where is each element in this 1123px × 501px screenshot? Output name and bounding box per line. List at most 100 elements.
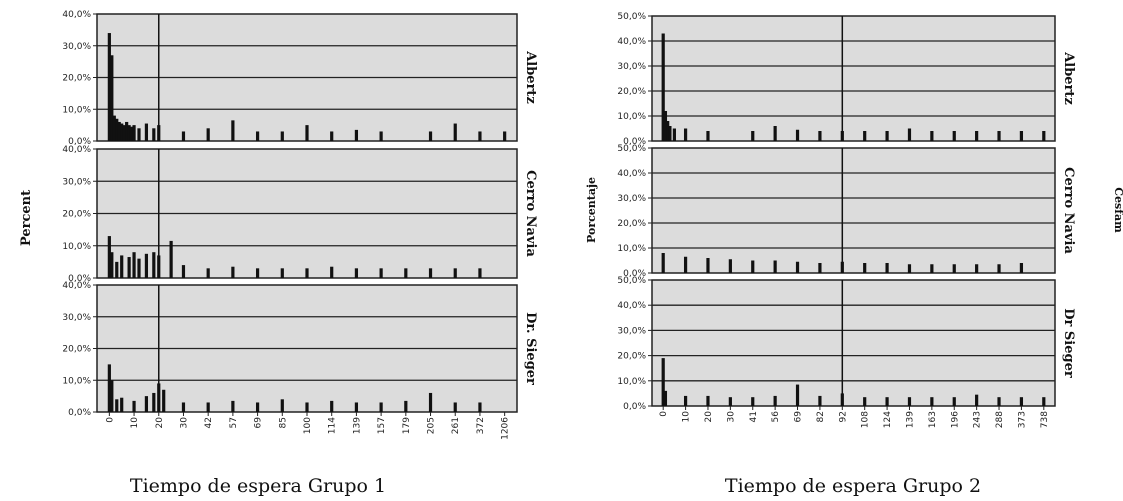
bar <box>907 264 912 273</box>
y-tick-label: 0,0% <box>623 269 646 279</box>
x-tick-label: 157 <box>377 417 387 434</box>
bar <box>137 258 141 278</box>
y-tick-label: 40,0% <box>617 37 646 47</box>
bar <box>453 123 457 141</box>
bar <box>930 131 934 141</box>
bar <box>1019 131 1024 141</box>
y-tick-label: 10,0% <box>617 112 646 122</box>
y-tick-label: 10,0% <box>62 242 91 252</box>
y-tick-label: 50,0% <box>617 276 646 286</box>
bar <box>354 268 359 278</box>
facet-label: Albertz <box>523 50 538 104</box>
y-tick-label: 30,0% <box>62 313 91 323</box>
bar <box>181 265 186 278</box>
x-tick-label: 42 <box>204 417 214 428</box>
bar <box>818 131 822 141</box>
bar <box>1042 131 1046 141</box>
bar <box>132 400 136 412</box>
x-tick-label: 69 <box>794 411 804 423</box>
bar <box>144 253 149 278</box>
bar <box>706 258 710 273</box>
bar <box>206 402 210 412</box>
x-tick-label: 261 <box>451 417 461 434</box>
bar <box>305 125 309 141</box>
x-tick-label: 56 <box>771 411 781 423</box>
y-tick-label: 0,0% <box>623 402 646 412</box>
chart2-y-axis-title: Porcentaje <box>585 177 598 243</box>
bar <box>661 358 665 406</box>
bar <box>144 396 149 412</box>
bar <box>773 260 777 273</box>
bar <box>152 392 156 412</box>
y-tick-label: 30,0% <box>617 194 646 204</box>
bar <box>115 261 119 278</box>
bar <box>503 131 507 141</box>
bar <box>231 120 235 141</box>
x-tick-label: 1206 <box>501 417 511 440</box>
x-tick-label: 738 <box>1040 411 1050 428</box>
bar <box>144 123 149 141</box>
bar <box>907 397 912 406</box>
bar <box>453 268 457 278</box>
bar <box>975 394 979 406</box>
bar <box>478 268 482 278</box>
bar <box>137 128 141 141</box>
bar <box>428 268 433 278</box>
x-tick-label: 82 <box>816 411 826 422</box>
bar <box>1042 397 1046 406</box>
x-tick-label: 57 <box>229 417 239 428</box>
x-tick-label: 372 <box>476 417 486 434</box>
bar <box>110 252 114 278</box>
bar <box>453 402 457 412</box>
x-tick-label: 20 <box>155 417 165 429</box>
bar <box>1019 397 1024 406</box>
y-tick-label: 0,0% <box>623 137 646 147</box>
bar <box>132 125 136 141</box>
bar <box>107 236 111 278</box>
bar <box>997 131 1001 141</box>
facet-label: Dr. Sieger <box>523 312 538 385</box>
y-tick-label: 10,0% <box>617 244 646 254</box>
bar <box>975 131 979 141</box>
bar <box>354 129 359 141</box>
bar <box>666 121 670 141</box>
bar <box>107 364 111 412</box>
chart2-facet-header: Cesfam <box>1112 187 1123 233</box>
bar <box>683 395 688 406</box>
x-tick-label: 30 <box>179 417 189 429</box>
bar <box>107 33 111 141</box>
bar <box>231 400 235 412</box>
x-tick-label: 10 <box>682 411 692 423</box>
bar <box>129 126 134 141</box>
bar <box>115 399 119 412</box>
bar <box>668 126 672 141</box>
bar <box>930 264 934 273</box>
y-tick-label: 30,0% <box>62 42 91 52</box>
bar <box>112 115 116 141</box>
bar <box>305 402 309 412</box>
bar <box>255 131 260 141</box>
panel-background <box>651 147 1056 274</box>
y-tick-label: 40,0% <box>62 281 91 291</box>
bar <box>120 123 124 141</box>
facet-label: Cerro Navia <box>1061 167 1076 254</box>
y-tick-label: 0,0% <box>68 408 91 418</box>
bar <box>863 397 867 406</box>
bar <box>280 268 284 278</box>
bar <box>751 397 755 406</box>
bar <box>997 264 1001 273</box>
bar <box>751 260 755 273</box>
bar <box>478 131 482 141</box>
bar <box>379 131 383 141</box>
bar <box>997 397 1001 406</box>
bar <box>795 261 800 273</box>
bar <box>206 268 210 278</box>
bar <box>885 263 889 273</box>
bar <box>120 255 124 278</box>
bar <box>672 128 676 141</box>
bar <box>751 131 755 141</box>
y-tick-label: 0,0% <box>68 274 91 284</box>
chart1-y-axis-title: Percent <box>19 190 34 246</box>
bar <box>907 128 912 141</box>
y-tick-label: 50,0% <box>617 144 646 154</box>
